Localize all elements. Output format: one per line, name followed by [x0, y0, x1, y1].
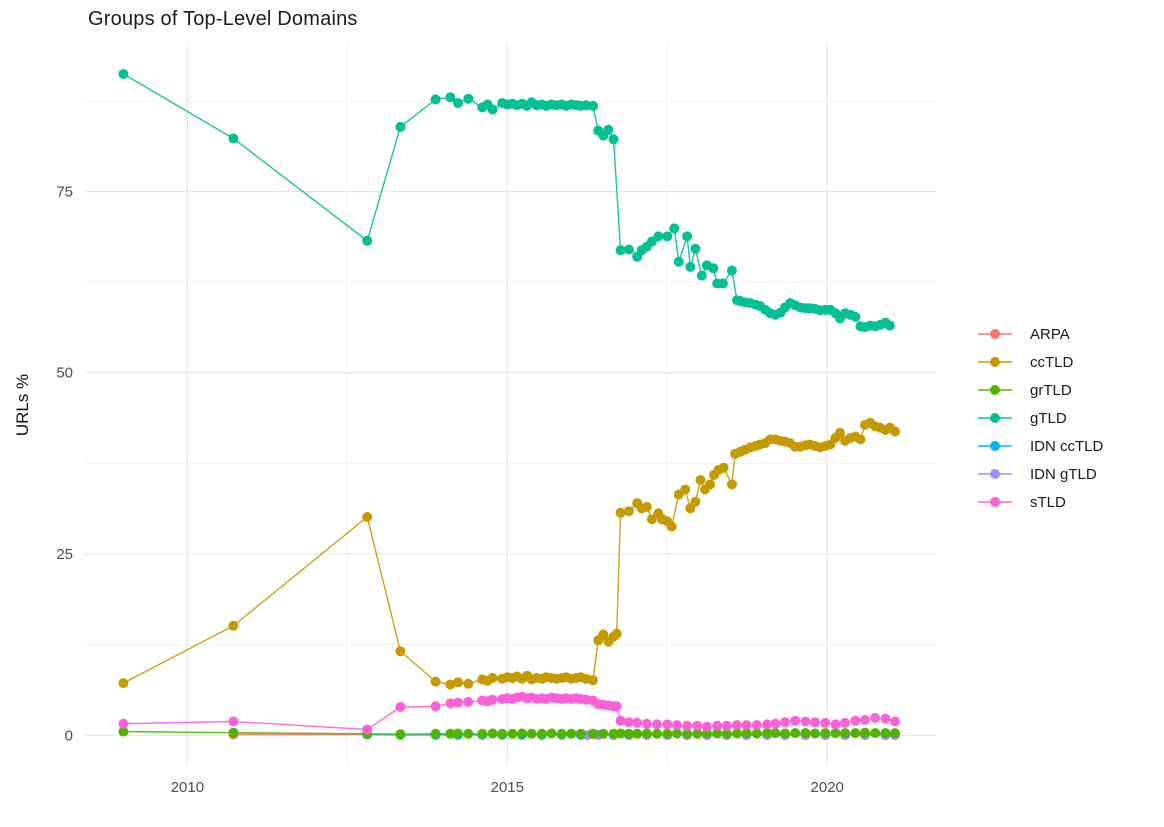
svg-text:0: 0: [65, 727, 73, 744]
legend-item-cctld: ccTLD: [978, 348, 1103, 376]
legend-key-icon: [978, 467, 1012, 481]
legend-label: IDN ccTLD: [1030, 437, 1104, 455]
x-axis-tick-labels: 2010 2015 2020: [171, 779, 844, 796]
legend-key-icon: [978, 411, 1012, 425]
chart-title: Groups of Top-Level Domains: [88, 8, 358, 30]
svg-text:2010: 2010: [171, 779, 204, 796]
svg-text:2015: 2015: [491, 779, 524, 796]
svg-text:25: 25: [56, 546, 73, 563]
legend-label: gTLD: [1030, 409, 1067, 427]
legend-item-idn-cctld: IDN ccTLD: [978, 432, 1103, 460]
legend-item-gtld: gTLD: [978, 404, 1103, 432]
gridlines-minor: [85, 45, 936, 765]
gridlines-major: [85, 45, 936, 765]
legend-item-idn-gtld: IDN gTLD: [978, 460, 1103, 488]
svg-text:2020: 2020: [811, 779, 844, 796]
legend-key-icon: [978, 383, 1012, 397]
legend-key-icon: [978, 495, 1012, 509]
svg-text:50: 50: [56, 365, 73, 382]
legend-item-arpa: ARPA: [978, 320, 1103, 348]
legend-label: sTLD: [1030, 493, 1066, 511]
legend-key-icon: [978, 439, 1012, 453]
legend-label: ccTLD: [1030, 353, 1074, 371]
series-cctld: [118, 417, 900, 690]
series-stld: [118, 691, 900, 735]
legend-key-icon: [978, 355, 1012, 369]
legend-item-grtld: grTLD: [978, 376, 1103, 404]
legend: ARPA ccTLD grTLD gTLD IDN ccTLD IDN gTLD…: [978, 320, 1103, 516]
legend-item-stld: sTLD: [978, 488, 1103, 516]
legend-key-icon: [978, 327, 1012, 341]
y-axis-tick-labels: 0 25 50 75: [56, 183, 73, 744]
series-gtld: [118, 69, 895, 333]
svg-text:75: 75: [56, 183, 73, 200]
legend-label: ARPA: [1030, 325, 1070, 343]
series-arpa: [228, 729, 373, 740]
legend-label: grTLD: [1030, 381, 1072, 399]
legend-label: IDN gTLD: [1030, 465, 1097, 483]
series-grtld: [118, 726, 900, 740]
